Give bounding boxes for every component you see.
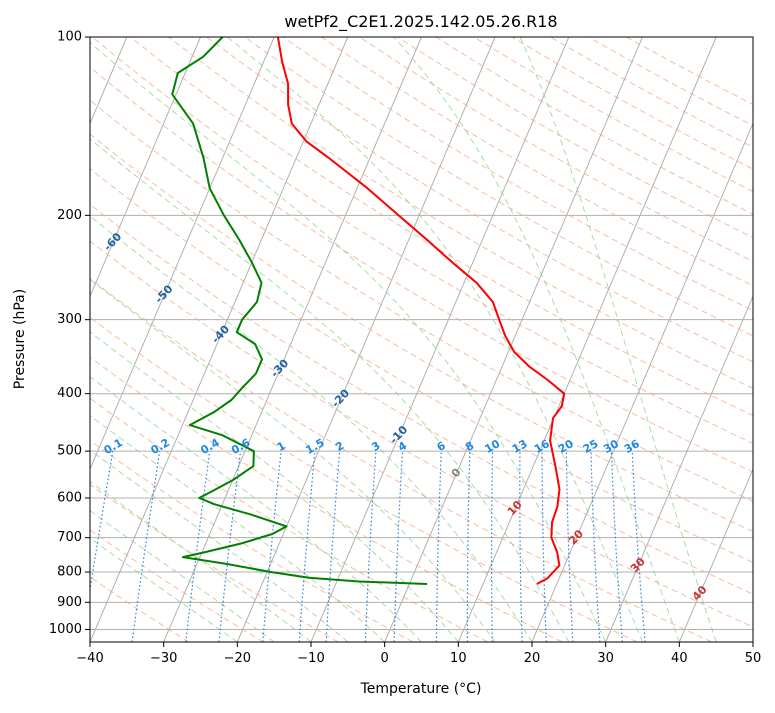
x-axis-title: Temperature (°C) [360,681,482,697]
y-tick-label: 1000 [49,622,82,637]
x-tick-label: 50 [745,651,762,666]
y-tick-label: 400 [57,386,82,401]
x-tick-label: 10 [450,651,467,666]
x-tick-label: −30 [150,651,177,666]
y-tick-label: 200 [57,208,82,223]
chart-title: wetPf2_C2E1.2025.142.05.26.R18 [284,12,557,32]
y-axis-title: Pressure (hPa) [12,289,28,389]
x-tick-label: −40 [76,651,103,666]
y-tick-label: 900 [57,595,82,610]
x-tick-label: 40 [671,651,688,666]
y-tick-label: 700 [57,530,82,545]
y-tick-label: 800 [57,565,82,580]
y-tick-label: 600 [57,491,82,506]
x-tick-label: 0 [381,651,389,666]
y-tick-label: 300 [57,312,82,327]
y-tick-label: 500 [57,444,82,459]
x-tick-label: −20 [224,651,251,666]
y-tick-label: 100 [57,30,82,45]
x-tick-label: 30 [597,651,614,666]
x-tick-label: 20 [524,651,541,666]
x-tick-label: −10 [297,651,324,666]
